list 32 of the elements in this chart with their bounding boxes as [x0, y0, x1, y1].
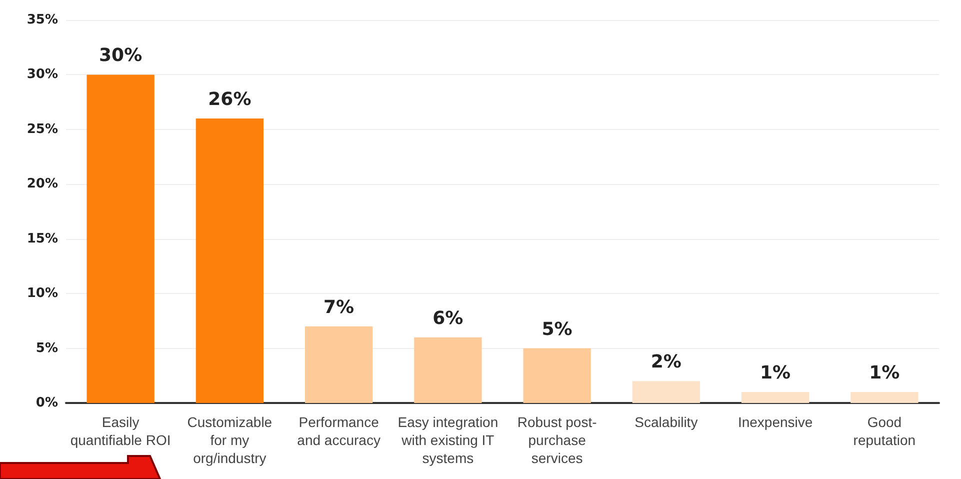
y-tick-label: 5%	[36, 340, 58, 356]
y-tick-label: 25%	[26, 122, 58, 137]
y-tick-label: 35%	[26, 12, 58, 28]
bar	[632, 381, 700, 403]
x-tick-label: Robust post- purchase services	[517, 414, 598, 466]
data-label: 30%	[99, 45, 142, 66]
x-tick-label: Inexpensive	[738, 414, 813, 430]
data-label: 5%	[542, 318, 572, 340]
bar	[86, 74, 154, 403]
bar	[741, 392, 810, 403]
x-tick-label: Performance and accuracy	[297, 414, 380, 448]
y-tick-label: 20%	[26, 176, 58, 192]
data-label: 1%	[760, 362, 791, 384]
data-label: 7%	[324, 296, 354, 318]
x-tick-label: Good reputation	[853, 414, 916, 448]
y-tick-label: 10%	[26, 286, 58, 302]
bar	[850, 392, 918, 403]
x-tick-label: Scalability	[634, 414, 698, 430]
y-tick-label: 30%	[26, 67, 58, 82]
bar	[196, 118, 264, 403]
x-tick-label: Customizable for my org/industry	[187, 414, 272, 466]
y-tick-label: 0%	[36, 396, 58, 410]
x-tick-label: Easily quantifiable ROI	[70, 414, 171, 448]
data-label: 26%	[208, 88, 252, 110]
x-tick-label: Easy integration with existing IT systems	[398, 414, 498, 466]
bar	[523, 348, 591, 403]
bar	[304, 326, 373, 403]
bar	[414, 337, 482, 403]
data-label: 2%	[650, 352, 682, 373]
data-label: 6%	[432, 308, 464, 329]
y-tick-label: 15%	[26, 231, 58, 246]
data-label: 1%	[869, 362, 900, 384]
